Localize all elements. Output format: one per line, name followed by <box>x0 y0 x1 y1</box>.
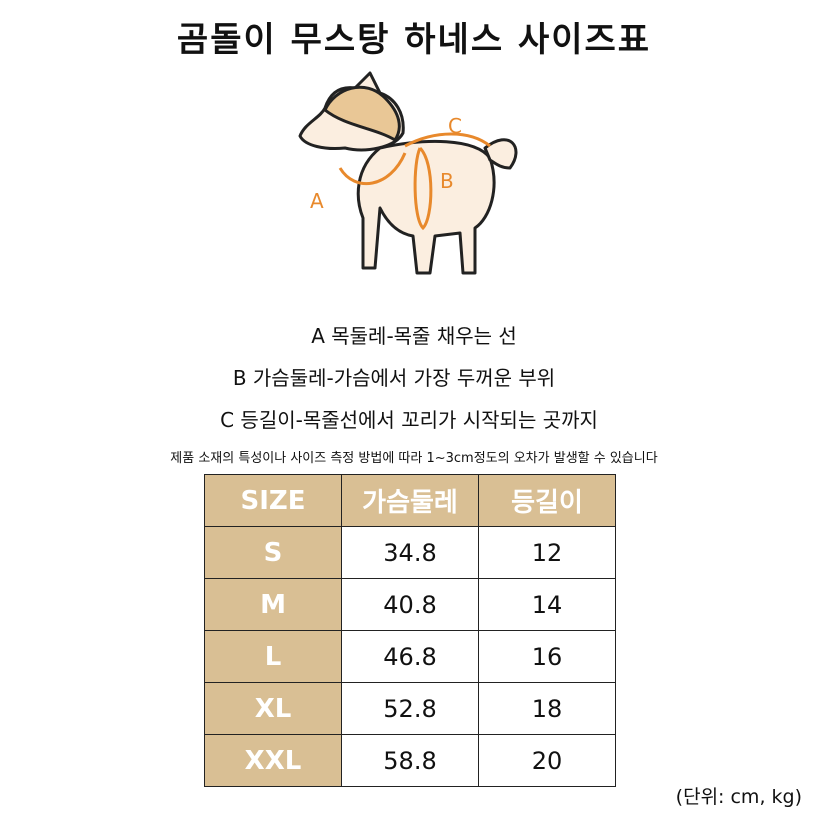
label-c: C <box>448 114 462 138</box>
size-cell: S <box>204 526 342 579</box>
table-row: XXL 58.8 20 <box>204 734 616 787</box>
chest-cell: 40.8 <box>341 578 479 631</box>
size-cell: L <box>204 630 342 683</box>
description-b: B 가슴둘레-가슴에서 가장 두꺼운 부위 <box>232 366 556 390</box>
size-table: SIZE 가슴둘레 등길이 S 34.8 12 M 40.8 14 L 46.8 16 XL… <box>204 474 616 787</box>
back-length-cell: 18 <box>478 682 616 735</box>
header-chest: 가슴둘레 <box>341 474 479 527</box>
back-length-cell: 20 <box>478 734 616 787</box>
table-row: M 40.8 14 <box>204 578 616 631</box>
back-length-cell: 16 <box>478 630 616 683</box>
description-a: A 목둘레-목줄 채우는 선 <box>311 324 517 348</box>
table-row: L 46.8 16 <box>204 630 616 683</box>
size-cell: M <box>204 578 342 631</box>
table-header-row: SIZE 가슴둘레 등길이 <box>204 474 616 527</box>
back-length-cell: 14 <box>478 578 616 631</box>
tolerance-note: 제품 소재의 특성이나 사이즈 측정 방법에 따라 1~3cm정도의 오차가 발… <box>170 451 658 466</box>
page-title: 곰돌이 무스탕 하네스 사이즈표 <box>176 20 652 60</box>
size-cell: XL <box>204 682 342 735</box>
back-length-cell: 12 <box>478 526 616 579</box>
header-back-length: 등길이 <box>478 474 616 527</box>
chest-cell: 58.8 <box>341 734 479 787</box>
table-row: XL 52.8 18 <box>204 682 616 735</box>
size-cell: XXL <box>204 734 342 787</box>
description-c: C 등길이-목줄선에서 꼬리가 시작되는 곳까지 <box>220 408 598 432</box>
chest-cell: 34.8 <box>341 526 479 579</box>
label-a: A <box>310 189 324 213</box>
table-row: S 34.8 12 <box>204 526 616 579</box>
chest-cell: 46.8 <box>341 630 479 683</box>
label-b: B <box>440 169 454 193</box>
chest-cell: 52.8 <box>341 682 479 735</box>
header-size: SIZE <box>204 474 342 527</box>
dog-measurement-illustration: A B C <box>298 71 518 275</box>
unit-label: (단위: cm, kg) <box>675 786 802 808</box>
